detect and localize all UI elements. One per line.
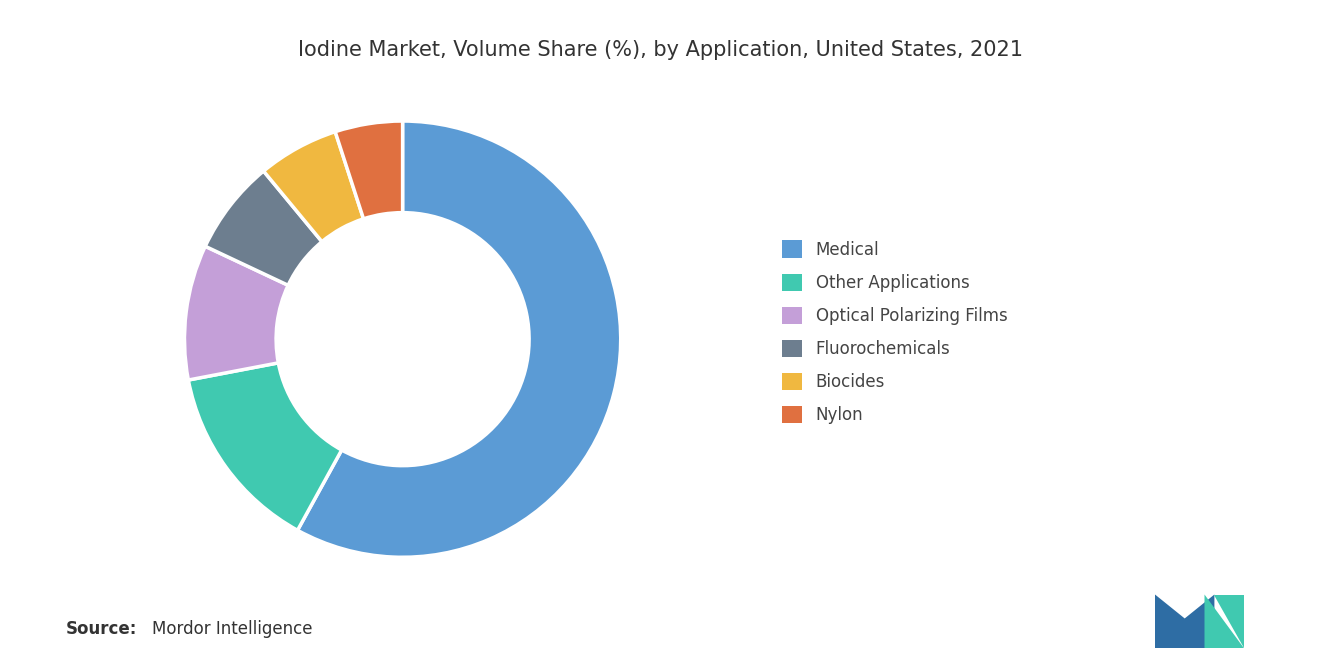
Polygon shape: [1214, 595, 1243, 648]
Wedge shape: [264, 132, 363, 241]
Polygon shape: [1204, 595, 1243, 648]
Wedge shape: [335, 121, 403, 219]
Wedge shape: [297, 121, 620, 557]
Wedge shape: [205, 171, 322, 285]
Text: Iodine Market, Volume Share (%), by Application, United States, 2021: Iodine Market, Volume Share (%), by Appl…: [297, 40, 1023, 60]
Polygon shape: [1155, 595, 1214, 648]
Wedge shape: [189, 363, 342, 530]
Wedge shape: [185, 246, 288, 380]
Text: Source:: Source:: [66, 620, 137, 638]
Legend: Medical, Other Applications, Optical Polarizing Films, Fluorochemicals, Biocides: Medical, Other Applications, Optical Pol…: [774, 232, 1015, 433]
Text: Mordor Intelligence: Mordor Intelligence: [152, 620, 313, 638]
